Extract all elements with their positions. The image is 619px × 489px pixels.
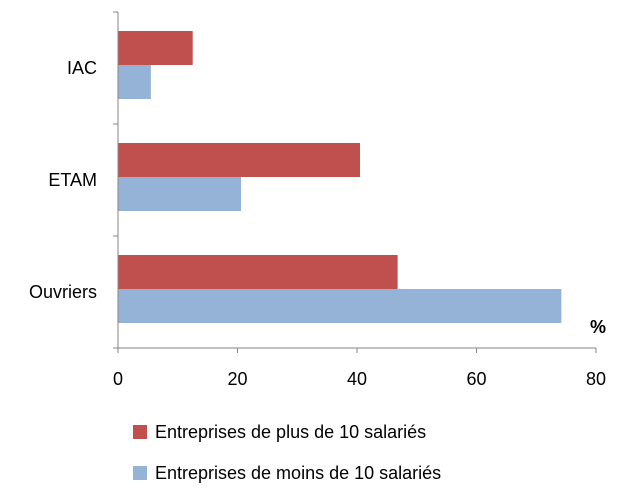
x-tick-label: 80	[586, 369, 606, 389]
category-label: ETAM	[48, 170, 97, 190]
category-labels: IAC ETAM Ouvriers	[29, 58, 97, 302]
bar-ouvriers-series-2	[118, 289, 562, 323]
legend: Entreprises de plus de 10 salariés Entrep…	[133, 422, 441, 483]
legend-swatch	[133, 425, 147, 439]
bar-iac-series-1	[118, 31, 193, 65]
bar-etam-series-1	[118, 143, 360, 177]
x-axis-unit-label: %	[590, 317, 606, 337]
bar-etam-series-2	[118, 177, 242, 211]
bars-layer	[118, 31, 562, 323]
category-label: Ouvriers	[29, 282, 97, 302]
category-label: IAC	[67, 58, 97, 78]
legend-swatch	[133, 466, 147, 480]
bar-iac-series-2	[118, 65, 151, 99]
legend-label: Entreprises de plus de 10 salariés	[155, 422, 426, 442]
legend-label: Entreprises de moins de 10 salariés	[155, 463, 441, 483]
x-tick-label: 40	[347, 369, 367, 389]
x-tick-label: 0	[113, 369, 123, 389]
ticks-layer: 0 20 40 60 80	[113, 11, 606, 389]
x-tick-label: 60	[466, 369, 486, 389]
bar-ouvriers-series-1	[118, 255, 398, 289]
x-tick-label: 20	[227, 369, 247, 389]
